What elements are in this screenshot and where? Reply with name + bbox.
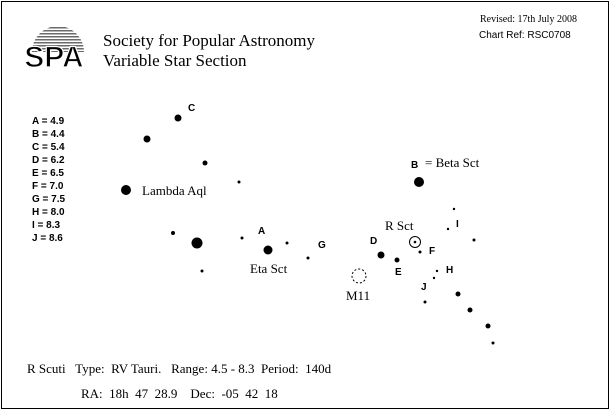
label-lambda-aql: Lambda Aql [142,183,207,198]
variable-info-line: R Scuti Type: RV Tauri. Range: 4.5 - 8.3… [27,361,332,376]
star-dot [452,207,456,211]
label-m11: M11 [346,288,371,303]
legend-item-g: G = 7.5 [32,194,66,205]
star-dot [455,291,461,297]
chart-title-section: Variable Star Section [103,51,247,70]
star-f [418,250,422,254]
variable-star-r-sct-marker [409,236,421,248]
label-beta-sct: = Beta Sct [425,155,480,170]
label-j: J [421,282,427,293]
star-c [174,114,182,122]
star-dot [202,160,208,166]
label-g: G [318,240,326,251]
label-c: C [188,103,196,114]
star-b-beta-sct [414,177,424,187]
star-dot [285,241,289,245]
star-e [394,257,400,263]
star-j [423,300,427,304]
star-dot [485,323,491,329]
variable-star-r-sct [413,240,417,244]
revised-date: Revised: 17th July 2008 [480,14,577,25]
label-r-sct: R Sct [385,218,414,233]
comparison-star-legend: A = 4.9 B = 4.4 C = 5.4 D = 6.2 E = 6.5 … [32,115,65,245]
chart-title-society: Society for Popular Astronomy [103,31,316,50]
label-b: B [411,160,419,171]
star-d [377,251,385,259]
star-dot [171,231,175,235]
legend-item-a: A = 4.9 [32,116,65,127]
star-dot [432,276,436,280]
coordinates-line: RA: 18h 47 28.9 Dec: -05 42 18 [81,386,278,401]
logo-text: SPA [24,41,83,70]
star-dot [491,341,495,345]
legend-item-i: I = 8.3 [32,220,61,231]
star-dot [191,237,203,249]
label-h: H [446,265,454,276]
legend-item-h: H = 8.0 [32,207,65,218]
star-g [306,256,310,260]
label-f: F [429,246,436,257]
label-eta-sct: Eta Sct [250,261,288,276]
label-d: D [370,236,378,247]
label-i: I [456,219,459,230]
star-a-eta-sct [263,245,273,255]
legend-item-j: J = 8.6 [32,233,63,244]
star-dot [237,180,241,184]
star-dot [240,236,244,240]
star-dot [472,238,476,242]
legend-item-d: D = 6.2 [32,155,65,166]
star-lambda-aql [121,185,131,195]
cluster-m11-marker [351,268,367,284]
label-e: E [395,267,402,278]
chart-reference: Chart Ref: RSC0708 [479,30,571,41]
star-dot [200,269,204,273]
star-i [446,227,450,231]
legend-item-e: E = 6.5 [32,168,64,179]
logo-dome [32,26,84,52]
legend-item-c: C = 5.4 [32,142,65,153]
spa-logo: SPA [24,26,84,70]
star-dot [143,135,151,143]
star-h [435,269,439,273]
legend-item-b: B = 4.4 [32,129,65,140]
legend-item-f: F = 7.0 [32,181,64,192]
star-dot [467,307,473,313]
label-a: A [258,226,266,237]
